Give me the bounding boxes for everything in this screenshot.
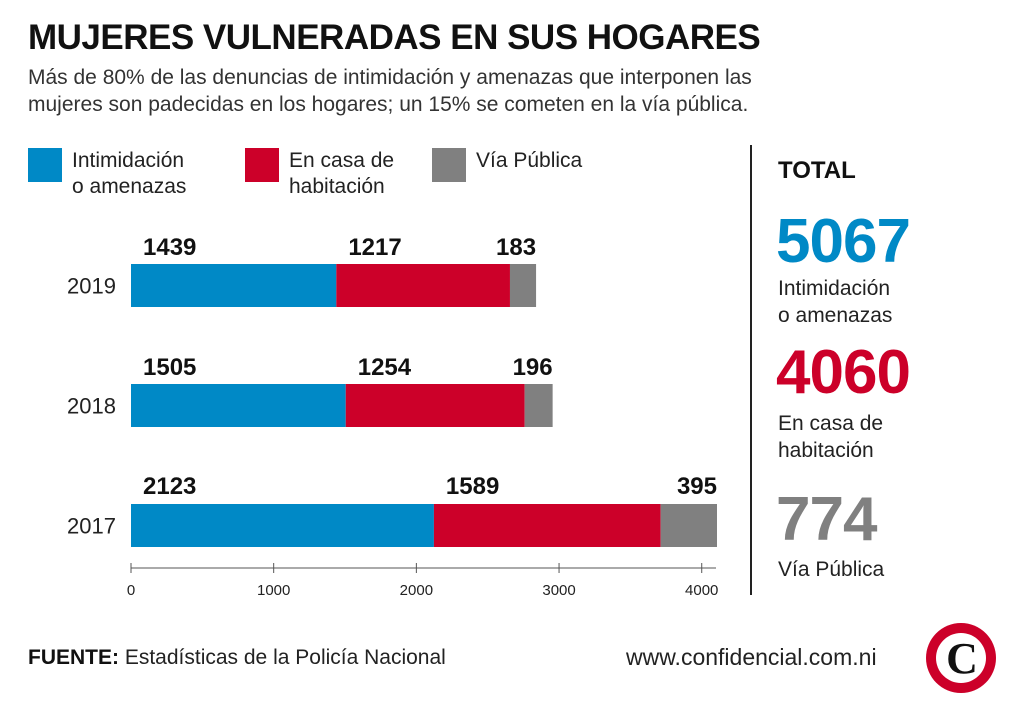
- legend-item-casa: En casa de habitación: [245, 148, 394, 200]
- data-label: 2123: [143, 473, 196, 500]
- legend-label: En casa de habitación: [289, 149, 395, 198]
- category-label: 2017: [67, 514, 116, 539]
- divider-line: [750, 145, 752, 595]
- x-tick-label: 0: [127, 582, 135, 599]
- category-label: 2018: [67, 394, 116, 419]
- data-label: 183: [496, 234, 536, 261]
- stacked-bar-chart: 2019 1439 1217 183 2018 1505 1254 196 2017 2123 15…: [67, 234, 718, 599]
- logo-letter: C: [946, 634, 978, 683]
- data-label: 1589: [446, 473, 499, 500]
- total-value-casa: 4060: [776, 338, 911, 407]
- total-value-intimidacion: 5067: [776, 207, 911, 276]
- bar-segment: [660, 504, 717, 547]
- source-prefix: FUENTE:: [28, 646, 119, 669]
- legend-item-intimidacion: Intimidación o amenazas: [28, 148, 186, 200]
- data-label: 196: [513, 354, 553, 381]
- total-value-via-publica: 774: [776, 485, 877, 554]
- data-label: 1439: [143, 234, 196, 261]
- total-label-casa: En casa de habitación: [778, 412, 884, 462]
- data-label: 1217: [348, 234, 401, 261]
- legend-swatch-gray: [432, 148, 466, 182]
- confidencial-logo: C: [926, 623, 996, 693]
- bar-segment: [433, 504, 661, 547]
- legend-label: Intimidación o amenazas: [72, 149, 187, 198]
- bar-segment: [336, 264, 510, 307]
- category-label: 2019: [67, 274, 116, 299]
- x-tick-label: 4000: [685, 582, 718, 599]
- bar-segment: [131, 264, 337, 307]
- data-label: 1505: [143, 354, 196, 381]
- chart-title: MUJERES VULNERADAS EN SUS HOGARES: [28, 18, 761, 57]
- total-label-intimidacion: Intimidación o amenazas: [778, 277, 893, 327]
- legend-swatch-red: [245, 148, 279, 182]
- x-tick-label: 1000: [257, 582, 290, 599]
- chart-subtitle: Más de 80% de las denuncias de intimidac…: [28, 66, 752, 116]
- source-text: Estadísticas de la Policía Nacional: [119, 646, 446, 669]
- x-tick-label: 2000: [400, 582, 433, 599]
- legend-label: Vía Pública: [476, 149, 583, 172]
- legend-item-via-publica: Vía Pública: [432, 148, 582, 182]
- bar-segment: [131, 504, 434, 547]
- logo-inner: [936, 633, 986, 683]
- total-label-via-publica: Vía Pública: [778, 558, 885, 581]
- x-tick-label: 3000: [542, 582, 575, 599]
- source-note: FUENTE: Estadísticas de la Policía Nacio…: [28, 646, 446, 670]
- website-link[interactable]: www.confidencial.com.ni: [626, 644, 877, 670]
- bar-segment: [345, 384, 525, 427]
- data-label: 395: [677, 473, 717, 500]
- bar-segment: [524, 384, 553, 427]
- data-label: 1254: [358, 354, 412, 381]
- totals-heading: TOTAL: [778, 157, 856, 184]
- legend-swatch-blue: [28, 148, 62, 182]
- bar-segment: [131, 384, 346, 427]
- bar-segment: [509, 264, 537, 307]
